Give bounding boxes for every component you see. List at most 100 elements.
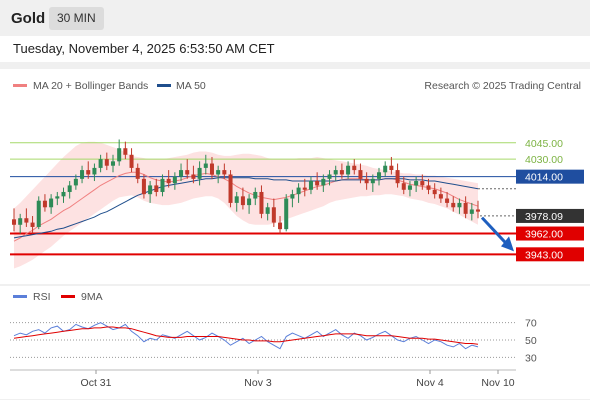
candle-body <box>358 170 363 179</box>
candle-body <box>302 187 307 190</box>
rsi-tick-30: 30 <box>525 352 537 364</box>
candle-body <box>36 200 41 227</box>
candle-body <box>247 198 252 206</box>
candle-body <box>185 170 190 175</box>
instrument-title: Gold <box>11 10 46 27</box>
candle-body <box>457 202 462 208</box>
ma50-legend-label: MA 50 <box>176 80 206 92</box>
level-tag-4014.00 <box>516 169 584 184</box>
rsi-ma-legend-swatch <box>61 295 75 298</box>
rsi-legend-label: RSI <box>33 291 51 303</box>
candle-body <box>42 200 47 208</box>
candle-body <box>191 174 196 179</box>
ma50-line <box>13 177 479 239</box>
candle-body <box>259 191 264 214</box>
rsi-ma-line <box>13 326 479 345</box>
candle-body <box>73 178 78 186</box>
legend: MA 20 + Bollinger Bands MA 50 Research ©… <box>13 80 581 92</box>
candle-body <box>445 198 450 203</box>
candle-body <box>395 170 400 184</box>
candle-body <box>383 165 388 173</box>
candle-body <box>346 165 351 175</box>
candle-body <box>414 181 419 186</box>
rsi-chart: RSI 9MA 70 50 30 Oct 31 Nov 3 Nov 4 Nov 10 <box>10 291 537 389</box>
forecast-arrow-shaft <box>480 216 509 246</box>
rsi-lines <box>13 322 479 350</box>
candle-body <box>24 218 29 223</box>
candle-body <box>123 148 128 155</box>
candle-body <box>154 185 159 192</box>
candle-body <box>61 191 66 197</box>
candle-body <box>55 196 60 199</box>
candle-body <box>333 170 338 175</box>
level-tag-3978.09 <box>516 208 584 223</box>
candle-body <box>271 207 276 223</box>
date-bar: Tuesday, November 4, 2025 6:53:50 AM CET <box>0 36 590 62</box>
candle-body <box>18 218 23 225</box>
candle-body <box>172 176 177 184</box>
credit-text: Research © 2025 Trading Central <box>424 80 581 92</box>
candles <box>11 139 481 234</box>
candle-body <box>327 174 332 179</box>
candle-body <box>148 185 153 195</box>
candle-body <box>129 154 134 168</box>
candle-body <box>426 185 431 190</box>
ma20-legend-label: MA 20 + Bollinger Bands <box>33 80 148 92</box>
timeframe-button[interactable]: 30 MIN <box>49 7 104 30</box>
bollinger-bands <box>14 141 478 269</box>
ma50-legend-swatch <box>157 84 171 87</box>
candle-body <box>228 174 233 203</box>
rsi-legend-swatch <box>13 295 27 298</box>
level-label-4030.00: 4030.00 <box>525 154 563 166</box>
candle-body <box>166 178 171 184</box>
x-axis: Oct 31 Nov 3 Nov 4 Nov 10 <box>10 369 516 389</box>
candle-body <box>377 172 382 179</box>
level-labels: 4045.00 4030.00 4014.00 3978.09 3962.00 3943.… <box>516 138 584 262</box>
candle-body <box>216 170 221 175</box>
candle-body <box>407 185 412 190</box>
candle-body <box>321 178 326 186</box>
candle-body <box>401 183 406 190</box>
level-label-3962.00: 3962.00 <box>525 229 563 241</box>
candle-body <box>203 163 208 168</box>
candle-body <box>364 178 369 184</box>
candle-body <box>370 178 375 184</box>
candle-body <box>104 159 109 166</box>
rsi-tick-50: 50 <box>525 335 537 347</box>
candle-body <box>86 170 91 175</box>
rsi-line <box>13 322 479 350</box>
candle-body <box>30 222 35 227</box>
candle-body <box>11 219 17 225</box>
candle-body <box>339 170 344 175</box>
level-label-4014.00: 4014.00 <box>525 172 563 184</box>
candle-body <box>352 165 357 171</box>
candle-body <box>67 185 72 192</box>
ma20-legend-swatch <box>13 84 27 87</box>
candle-body <box>308 181 313 190</box>
ma20-line <box>13 171 479 242</box>
level-label-3978.09: 3978.09 <box>525 211 563 223</box>
x-tick-label: Nov 4 <box>416 377 444 389</box>
candle-body <box>451 202 456 208</box>
candle-body <box>197 167 202 179</box>
chart-datetime: Tuesday, November 4, 2025 6:53:50 AM CET <box>13 41 275 56</box>
candle-body <box>98 159 103 168</box>
bollinger-band-fill <box>14 141 478 269</box>
level-label-4045.00: 4045.00 <box>525 138 563 150</box>
price-chart: MA 20 + Bollinger Bands MA 50 Research ©… <box>10 80 584 269</box>
candle-body <box>179 170 184 177</box>
candle-body <box>284 198 289 230</box>
rsi-ma-legend-label: 9MA <box>81 291 103 303</box>
candle-body <box>475 209 481 212</box>
forecast-arrow-head <box>501 236 514 252</box>
candle-body <box>420 181 425 186</box>
candle-body <box>469 209 474 214</box>
candle-body <box>135 167 140 179</box>
candle-body <box>80 170 85 179</box>
candle-body <box>438 194 443 199</box>
candle-body <box>117 148 122 162</box>
candle-body <box>432 189 437 195</box>
moving-averages <box>13 171 516 242</box>
candle-body <box>110 161 115 166</box>
candle-body <box>92 167 97 175</box>
